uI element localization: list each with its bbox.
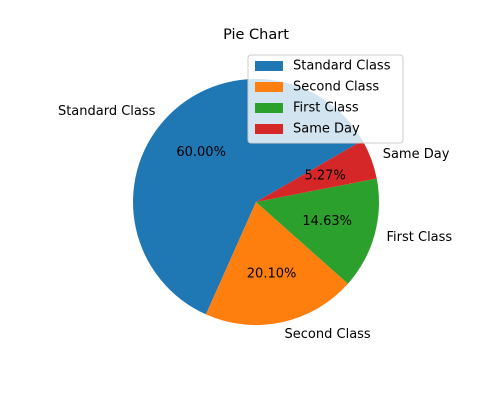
legend-label-standard-class: Standard Class <box>293 59 391 74</box>
legend-swatch-first-class <box>255 103 283 113</box>
percent-label-standard-class: 60.00% <box>176 145 226 160</box>
legend-label-second-class: Second Class <box>293 80 379 95</box>
legend: Standard Class Second Class First Class Sam… <box>247 54 404 144</box>
legend-label-first-class: First Class <box>293 101 359 116</box>
slice-labels: Standard Class Second Class First Class Sam… <box>58 104 452 342</box>
legend-label-same-day: Same Day <box>293 122 360 137</box>
percent-labels: 60.00% 20.10% 14.63% 5.27% <box>176 145 352 282</box>
legend-box <box>247 54 404 144</box>
slice-label-standard-class: Standard Class <box>58 104 156 119</box>
legend-swatch-second-class <box>255 82 283 92</box>
percent-label-same-day: 5.27% <box>304 169 345 184</box>
legend-swatch-same-day <box>255 124 283 134</box>
legend-swatch-standard-class <box>255 61 283 71</box>
pie-slice-second-class <box>205 202 348 325</box>
percent-label-first-class: 14.63% <box>302 214 352 229</box>
chart-title: Pie Chart <box>223 27 289 43</box>
slice-label-first-class: First Class <box>387 230 453 245</box>
legend-entries: Standard Class Second Class First Class Sam… <box>255 59 391 137</box>
pie-slice-first-class <box>256 178 379 284</box>
pie-slice-same-day <box>256 140 377 202</box>
percent-label-second-class: 20.10% <box>247 267 297 282</box>
slice-label-same-day: Same Day <box>383 147 450 162</box>
slice-label-second-class: Second Class <box>285 327 371 342</box>
